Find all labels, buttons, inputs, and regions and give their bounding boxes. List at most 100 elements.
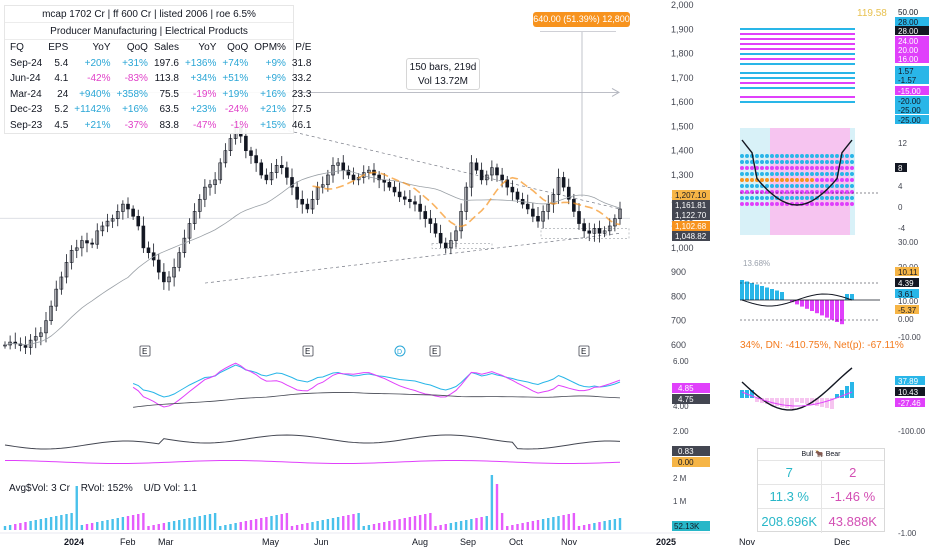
volume-bar	[254, 519, 258, 530]
heatmap-dot	[835, 184, 839, 188]
heatmap-dot	[850, 196, 854, 200]
heatmap-dot	[740, 172, 744, 176]
volume-bar	[90, 523, 94, 530]
heatmap-dot	[820, 154, 824, 158]
volume-bar	[224, 525, 227, 530]
lower-hist-bar	[750, 390, 754, 398]
heatmap-dot	[780, 160, 784, 164]
volume-bar	[413, 516, 417, 530]
volume-bar	[131, 515, 135, 530]
price-tick-label: 700	[671, 316, 686, 326]
volume-bar	[506, 526, 509, 530]
heatmap-dot	[800, 178, 804, 182]
volume-bar	[490, 475, 494, 530]
bull-bear-row: 208.696K 43.888K	[758, 509, 884, 533]
candle-down	[136, 215, 141, 227]
heatmap-dot	[740, 178, 744, 182]
fundamentals-cell: Dec-23	[10, 104, 43, 116]
volume-bar	[34, 520, 37, 530]
volume-bar	[239, 522, 242, 530]
fundamentals-cell: 23.3	[291, 88, 312, 100]
candle-up	[182, 237, 187, 254]
bars-row	[740, 28, 855, 30]
bull-bear-row: 11.3 % -1.46 %	[758, 485, 884, 509]
volume-bar	[372, 524, 376, 530]
heatmap-dot	[760, 166, 764, 170]
heatmap-dot	[790, 196, 794, 200]
volume-bar	[495, 484, 499, 530]
hist-label: 10.11	[898, 268, 918, 277]
bars-label: 20.00	[898, 46, 919, 55]
candle-down	[597, 228, 602, 234]
volume-bar	[19, 523, 22, 530]
earnings-marker	[302, 345, 314, 357]
heatmap-dot	[745, 172, 749, 176]
candle-down	[377, 174, 381, 181]
volume-bar	[500, 513, 504, 530]
candle-down	[23, 345, 28, 348]
candle-up	[223, 150, 228, 164]
heatmap-dot	[830, 160, 834, 164]
heatmap-tick: 4	[898, 182, 903, 191]
heatmap-dot	[745, 178, 749, 182]
heatmap-dot	[815, 166, 819, 170]
fundamentals-cell: 4.5	[54, 119, 69, 131]
heatmap-dot	[850, 178, 854, 182]
heatmap-dot	[815, 184, 819, 188]
bull-value: 7	[758, 461, 822, 484]
volume-bar	[24, 522, 27, 530]
heatmap-dot	[820, 184, 824, 188]
volume-bar	[219, 526, 222, 530]
candle-up	[454, 230, 458, 241]
volume-bar	[383, 522, 386, 530]
volume-bar	[547, 518, 550, 530]
hist-bar	[790, 300, 794, 303]
heatmap-dot	[830, 178, 834, 182]
net-percent-label: 34%, DN: -410.75%, Net(p): -67.11%	[740, 340, 904, 351]
range-volume: Vol 13.72M	[417, 76, 469, 87]
candle-down	[561, 177, 566, 188]
fundamentals-cell: Sep-23	[10, 119, 43, 131]
candle-down	[254, 155, 258, 164]
heatmap-dot	[780, 154, 784, 158]
lower-label: 10.43	[898, 388, 919, 397]
volume-bar	[260, 518, 263, 530]
price-tick-label: 800	[671, 291, 686, 301]
volume-bar	[362, 526, 365, 530]
candle-up	[459, 211, 463, 232]
lower-hist-bar	[840, 390, 844, 398]
heatmap-dot	[850, 154, 854, 158]
heatmap-dot	[800, 184, 804, 188]
candle-down	[141, 225, 146, 249]
heatmap-dot	[840, 178, 844, 182]
heatmap-dot	[805, 190, 809, 194]
volume-bar	[75, 486, 78, 530]
volume-bar	[444, 524, 447, 530]
volume-bar	[516, 524, 519, 530]
price-label: 1,207.10	[675, 191, 707, 200]
x-tick-label: Dec	[834, 537, 851, 547]
earnings-letter: E	[305, 347, 310, 356]
price-tick-label: 1,700	[671, 73, 694, 83]
heatmap-dot	[785, 184, 789, 188]
candle-up	[64, 262, 69, 278]
volume-bar	[301, 524, 304, 530]
candle-up	[203, 186, 207, 200]
volume-bar	[449, 523, 453, 530]
price-label: 1,102.68	[675, 222, 707, 231]
heatmap-dot	[845, 166, 849, 170]
heatmap-dot	[790, 154, 794, 158]
heatmap-dot	[755, 160, 759, 164]
heatmap-dot	[840, 184, 844, 188]
hist-tick: 0.00	[898, 315, 914, 324]
heatmap-tick: 12	[898, 139, 907, 148]
heatmap-dot	[845, 172, 849, 176]
candle-down	[397, 191, 402, 198]
fundamentals-header-2: YoY	[92, 42, 111, 54]
heatmap-dot	[770, 172, 774, 176]
lower-hist-bar	[785, 398, 789, 408]
volume-bar	[3, 526, 7, 530]
heatmap-dot	[840, 166, 844, 170]
osc-label: 4.85	[678, 384, 694, 393]
